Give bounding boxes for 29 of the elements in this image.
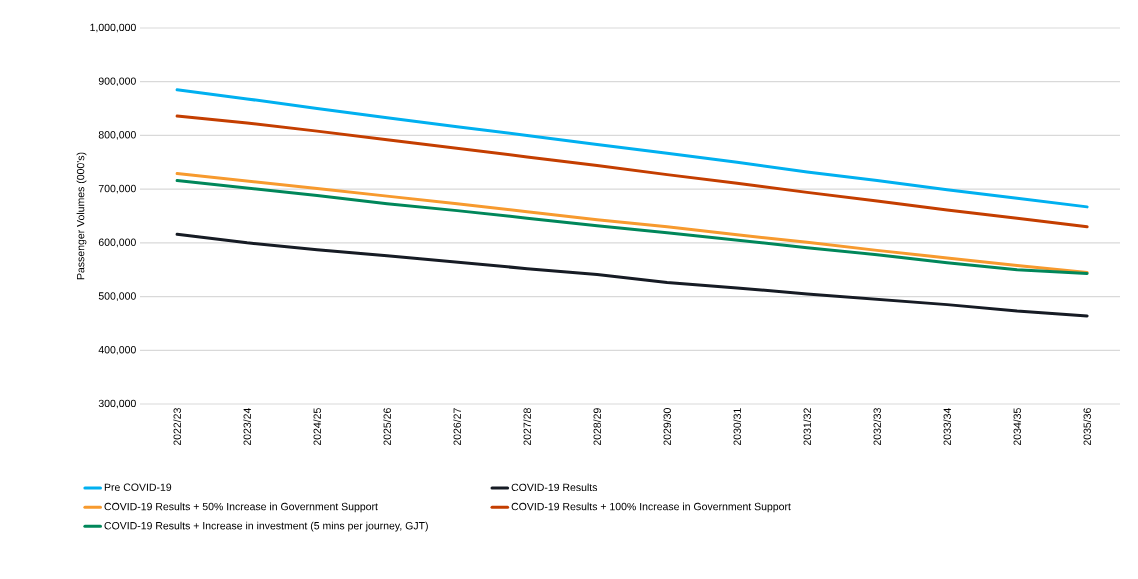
y-tick-label: 300,000 [98,399,136,409]
y-tick-label: 500,000 [98,292,136,301]
x-tick-label: 2024/25 [313,408,321,446]
x-tick-label: 2022/23 [173,408,181,446]
x-tick-label: 2035/36 [1083,408,1091,446]
x-tick-label: 2025/26 [383,408,391,446]
y-tick-label: 900,000 [98,77,136,87]
y-tick-label: 600,000 [98,238,136,248]
x-tick-label: 2023/24 [243,408,251,446]
legend-label: COVID-19 Results [511,483,598,492]
x-tick-label: 2030/31 [733,408,741,446]
legend-label: COVID-19 Results + 100% Increase in Government Support [511,502,791,513]
x-tick-label: 2028/29 [593,408,601,446]
y-tick-label: 400,000 [98,345,136,355]
x-tick-label: 2026/27 [453,408,461,446]
legend-label: COVID-19 Results + 50% Increase in Government Support [104,502,378,513]
x-tick-label: 2027/28 [523,408,531,446]
y-axis-title: Passenger Volumes (000's) [76,152,87,280]
x-tick-label: 2032/33 [873,408,881,446]
x-tick-label: 2031/32 [803,408,811,446]
legend-label: COVID-19 Results + Increase in investment (5 mins per journey, GJT) [104,521,428,532]
y-tick-label: 700,000 [98,184,136,194]
y-tick-label: 1,000,000 [90,23,136,33]
x-tick-label: 2034/35 [1013,408,1021,446]
line-series [175,88,1089,209]
x-tick-label: 2033/34 [943,408,951,446]
x-tick-label: 2029/30 [663,408,671,446]
legend-label: Pre COVID-19 [104,483,172,491]
y-tick-label: 800,000 [98,131,136,140]
